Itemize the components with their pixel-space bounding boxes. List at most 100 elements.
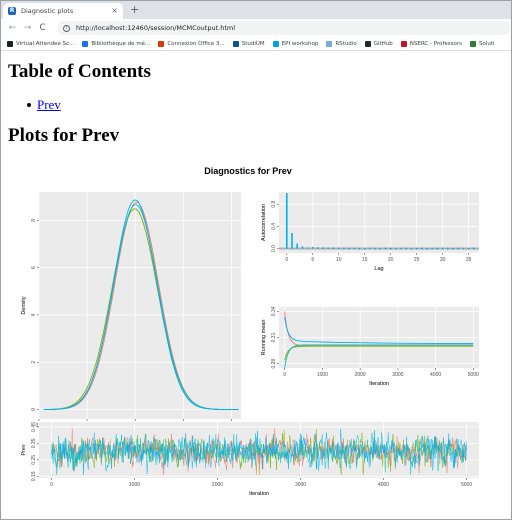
trace-xlabel: Iteration bbox=[249, 491, 269, 497]
figure-title: Diagnostics for Prev bbox=[204, 166, 292, 176]
acf-point bbox=[353, 247, 356, 250]
bookmark-icon bbox=[232, 40, 239, 47]
density-ytick-label: 8 bbox=[31, 219, 37, 222]
trace-xtick-label: 2000 bbox=[212, 482, 223, 488]
tab-strip: R Diagnostic plots × + bbox=[1, 1, 511, 19]
acf-point bbox=[337, 247, 340, 250]
bookmark-icon bbox=[364, 40, 371, 47]
acf-point bbox=[436, 247, 439, 250]
acf-point bbox=[379, 247, 382, 250]
acf-xtick-label: 0 bbox=[285, 257, 288, 263]
diagnostics-figure: Diagnostics for Prev 0.10.20.30.40.50246… bbox=[21, 166, 479, 497]
acf-point bbox=[400, 247, 402, 250]
acf-xtick-label: 30 bbox=[440, 257, 446, 263]
acf-point bbox=[462, 247, 465, 250]
forward-arrow-icon[interactable]: → bbox=[23, 23, 32, 33]
autocorrelation-plot: 0 5 10 15 20 25 30 35 0.0 0.4 0.8 Lag Autocorrelatio… bbox=[261, 192, 479, 272]
bookmark-item[interactable]: NSERC - Professors bbox=[400, 40, 462, 47]
bookmark-item[interactable]: StudiUM bbox=[232, 40, 265, 47]
address-bar[interactable]: i http://localhost:12460/session/MCMCout… bbox=[57, 21, 511, 35]
new-tab-button[interactable]: + bbox=[130, 3, 140, 16]
trace-xtick-label: 5000 bbox=[461, 482, 472, 488]
url-text[interactable]: http://localhost:12460/session/MCMCoutpu… bbox=[76, 24, 236, 32]
trace-plot: 0 1000 2000 3000 4000 5000 0.15 0.25 0.35 0.45 Ite… bbox=[21, 422, 479, 497]
running-mean-line bbox=[284, 345, 474, 361]
acf-xtick-label: 5 bbox=[311, 257, 314, 263]
bookmark-item[interactable]: GitHub bbox=[364, 40, 393, 47]
running-xtick-label: 0 bbox=[283, 372, 286, 378]
running-xlabel: Iteration bbox=[369, 381, 389, 387]
tab-diagnostic-plots[interactable]: R Diagnostic plots × bbox=[3, 3, 123, 19]
page-content: Table of Contents Prev Plots for Prev Di… bbox=[1, 52, 511, 519]
trace-chain-line bbox=[51, 428, 467, 475]
acf-point bbox=[327, 247, 330, 250]
trace-xtick-label: 1000 bbox=[129, 482, 140, 488]
bookmark-icon bbox=[469, 40, 476, 47]
running-xtick-label: 3000 bbox=[392, 372, 403, 378]
acf-xtick-label: 10 bbox=[336, 257, 342, 263]
toc-list: Prev bbox=[27, 97, 61, 113]
close-tab-icon[interactable]: × bbox=[111, 6, 118, 15]
trace-ytick-label: 0.15 bbox=[31, 471, 37, 481]
reload-icon[interactable]: C bbox=[39, 23, 46, 33]
bookmark-label: Connexion Office 3... bbox=[167, 40, 225, 47]
acf-point bbox=[369, 247, 371, 250]
back-arrow-icon[interactable]: ← bbox=[8, 23, 17, 33]
trace-ytick-label: 0.35 bbox=[31, 438, 37, 448]
acf-point bbox=[394, 247, 397, 250]
acf-point bbox=[431, 247, 434, 250]
bookmark-item[interactable]: Soluti bbox=[469, 40, 495, 47]
acf-point bbox=[358, 247, 361, 250]
running-mean-line bbox=[284, 344, 474, 369]
toc-heading: Table of Contents bbox=[8, 61, 151, 82]
acf-point bbox=[457, 247, 460, 250]
density-ytick-label: 0 bbox=[31, 408, 37, 411]
bookmark-item[interactable]: Bibliothèque de mé... bbox=[82, 40, 150, 47]
acf-ytick-label: 0.0 bbox=[271, 245, 277, 252]
trace-ytick-label: 0.45 bbox=[31, 422, 37, 432]
r-logo-icon: R bbox=[8, 7, 16, 15]
running-xtick-label: 5000 bbox=[468, 372, 479, 378]
trace-ylabel: Prev bbox=[21, 444, 27, 456]
acf-xtick-label: 25 bbox=[414, 257, 420, 263]
density-ytick-label: 2 bbox=[31, 361, 37, 364]
acf-ytick-label: 0.8 bbox=[271, 201, 277, 208]
bookmark-icon bbox=[326, 40, 333, 47]
running-ytick-label: 0.34 bbox=[271, 306, 277, 316]
bookmark-label: NSERC - Professors bbox=[409, 40, 462, 47]
bookmark-item[interactable]: Virtual Attendee Sc... bbox=[7, 40, 74, 47]
acf-xlabel: Lag bbox=[374, 266, 383, 272]
bookmark-icon bbox=[82, 40, 89, 47]
acf-point bbox=[311, 246, 314, 249]
acf-point bbox=[410, 247, 413, 250]
bookmark-item[interactable]: RStudio bbox=[326, 40, 357, 47]
info-icon[interactable]: i bbox=[63, 24, 70, 32]
acf-xtick-label: 20 bbox=[388, 257, 394, 263]
running-xtick-label: 1000 bbox=[317, 372, 328, 378]
running-ytick-label: 0.28 bbox=[271, 359, 277, 369]
acf-point bbox=[343, 247, 345, 250]
trace-xtick-label: 4000 bbox=[378, 482, 389, 488]
running-xtick-label: 2000 bbox=[355, 372, 366, 378]
toc-link-prev[interactable]: Prev bbox=[37, 97, 61, 112]
density-panel-bg bbox=[39, 192, 241, 419]
trace-chain-line bbox=[51, 428, 467, 475]
bookmark-item[interactable]: EPI workshop bbox=[272, 40, 318, 47]
acf-panel-bg bbox=[279, 192, 479, 253]
bullet-icon bbox=[27, 103, 31, 107]
bookmark-label: StudiUM bbox=[241, 40, 265, 47]
plots-heading: Plots for Prev bbox=[8, 125, 120, 146]
bookmark-item[interactable]: Connexion Office 3... bbox=[158, 40, 225, 47]
acf-point bbox=[452, 247, 454, 250]
bookmark-icon bbox=[7, 40, 13, 47]
bookmark-icon bbox=[272, 40, 279, 47]
acf-ytick-label: 0.4 bbox=[271, 223, 277, 230]
trace-xtick-label: 0 bbox=[50, 482, 53, 488]
bookmark-label: RStudio bbox=[335, 40, 357, 47]
acf-point bbox=[467, 247, 470, 250]
acf-point bbox=[415, 247, 418, 250]
acf-point bbox=[426, 247, 428, 250]
acf-point bbox=[420, 247, 423, 250]
running-xtick-label: 4000 bbox=[430, 372, 441, 378]
trace-ytick-label: 0.25 bbox=[31, 455, 37, 465]
